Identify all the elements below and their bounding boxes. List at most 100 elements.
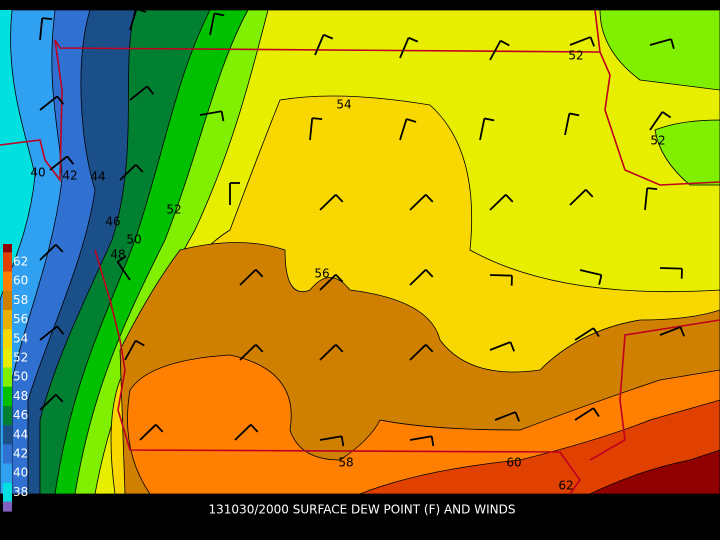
wind-barb xyxy=(409,194,427,211)
wind-barb xyxy=(214,12,225,17)
contour-label: 52 xyxy=(166,203,181,217)
wind-barb xyxy=(399,37,410,59)
wind-barb xyxy=(647,187,658,191)
wind-barb xyxy=(135,164,144,173)
legend-swatch xyxy=(3,425,12,445)
wind-barb xyxy=(505,194,514,203)
wind-barb xyxy=(408,36,419,43)
contour-label: 44 xyxy=(90,170,105,184)
wind-barb xyxy=(569,189,587,206)
wind-barb xyxy=(146,85,155,95)
legend-swatch xyxy=(3,290,12,310)
wind-barb xyxy=(309,118,314,141)
wind-barb xyxy=(489,341,511,351)
band xyxy=(599,9,720,91)
wind-barb xyxy=(49,155,68,171)
wind-barb xyxy=(319,194,337,211)
wind-barb xyxy=(255,269,264,278)
wind-barb xyxy=(509,341,515,352)
color-legend: 62 60 58 56 54 52 50 48 46 44 42 40 38 xyxy=(3,244,28,512)
dew-point-field xyxy=(0,9,720,495)
wind-barb xyxy=(644,188,649,211)
wind-barb xyxy=(514,411,520,422)
legend-swatch xyxy=(3,252,12,272)
wind-barb xyxy=(42,17,53,21)
contour-label: 40 xyxy=(30,166,45,180)
wind-barb xyxy=(425,194,434,203)
legend-label: 54 xyxy=(13,331,28,345)
wind-barb xyxy=(409,344,427,361)
wind-barb xyxy=(569,36,591,46)
wind-barb xyxy=(312,117,323,121)
legend-swatch xyxy=(3,310,12,330)
wind-barb xyxy=(425,269,434,278)
legend-swatch xyxy=(3,463,12,483)
wind-barb xyxy=(56,325,65,335)
legend-label: 48 xyxy=(13,389,28,403)
wind-barb xyxy=(494,411,516,421)
legend-swatch xyxy=(3,406,12,426)
wind-barb xyxy=(661,111,672,119)
wind-barb xyxy=(585,189,594,198)
wind-barb xyxy=(55,244,64,253)
border xyxy=(589,319,720,461)
wind-barb xyxy=(564,113,571,136)
wind-barb xyxy=(129,8,138,31)
band xyxy=(654,119,720,186)
wind-barb xyxy=(139,424,157,441)
wind-barb xyxy=(479,118,486,141)
wind-barb xyxy=(155,424,164,433)
wind-barb xyxy=(649,111,664,131)
contour-label: 62 xyxy=(558,479,573,493)
wind-barb xyxy=(66,155,75,165)
wind-barb xyxy=(569,112,580,117)
wind-barb xyxy=(399,118,408,141)
contour-label: 52 xyxy=(568,49,583,63)
contour-label: 48 xyxy=(110,248,125,262)
wind-barb xyxy=(335,274,344,283)
wind-barb xyxy=(124,340,137,361)
wind-barb xyxy=(598,274,603,285)
wind-barb xyxy=(574,407,594,421)
legend-swatch xyxy=(3,367,12,387)
wind-barb xyxy=(116,261,131,281)
wind-barb xyxy=(39,325,58,341)
wind-barb xyxy=(255,344,264,353)
wind-barb xyxy=(574,327,594,341)
border xyxy=(0,39,601,183)
legend-label: 38 xyxy=(13,485,28,499)
wind-barb xyxy=(314,34,325,56)
band xyxy=(589,449,720,495)
wind-barb xyxy=(592,327,600,338)
legend-label: 62 xyxy=(13,255,28,269)
wind-barb xyxy=(250,424,259,433)
wind-barb xyxy=(135,339,145,347)
legend-label: 56 xyxy=(13,312,28,326)
wind-barb xyxy=(234,424,252,441)
wind-barb xyxy=(323,33,334,40)
legend-label: 52 xyxy=(13,351,28,365)
contour-label: 42 xyxy=(62,169,77,183)
wind-barb xyxy=(199,110,222,116)
state-borders xyxy=(0,9,720,495)
legend-swatch xyxy=(3,482,12,502)
wind-barb xyxy=(659,326,681,336)
wind-barb xyxy=(55,394,64,403)
wind-barb xyxy=(409,435,432,441)
band xyxy=(359,399,720,495)
contour-label: 60 xyxy=(506,456,521,470)
legend-swatch xyxy=(3,271,12,291)
legend-swatch xyxy=(3,386,12,406)
contour-label: 52 xyxy=(650,134,665,148)
wind-barb xyxy=(39,95,58,111)
legend-label: 44 xyxy=(13,427,28,441)
legend-label: 46 xyxy=(13,408,28,422)
wind-barb xyxy=(679,326,685,337)
border xyxy=(94,249,581,495)
wind-barb xyxy=(489,274,513,277)
wind-barb xyxy=(220,111,225,122)
legend-label: 40 xyxy=(13,466,28,480)
wind-barb xyxy=(484,117,495,122)
